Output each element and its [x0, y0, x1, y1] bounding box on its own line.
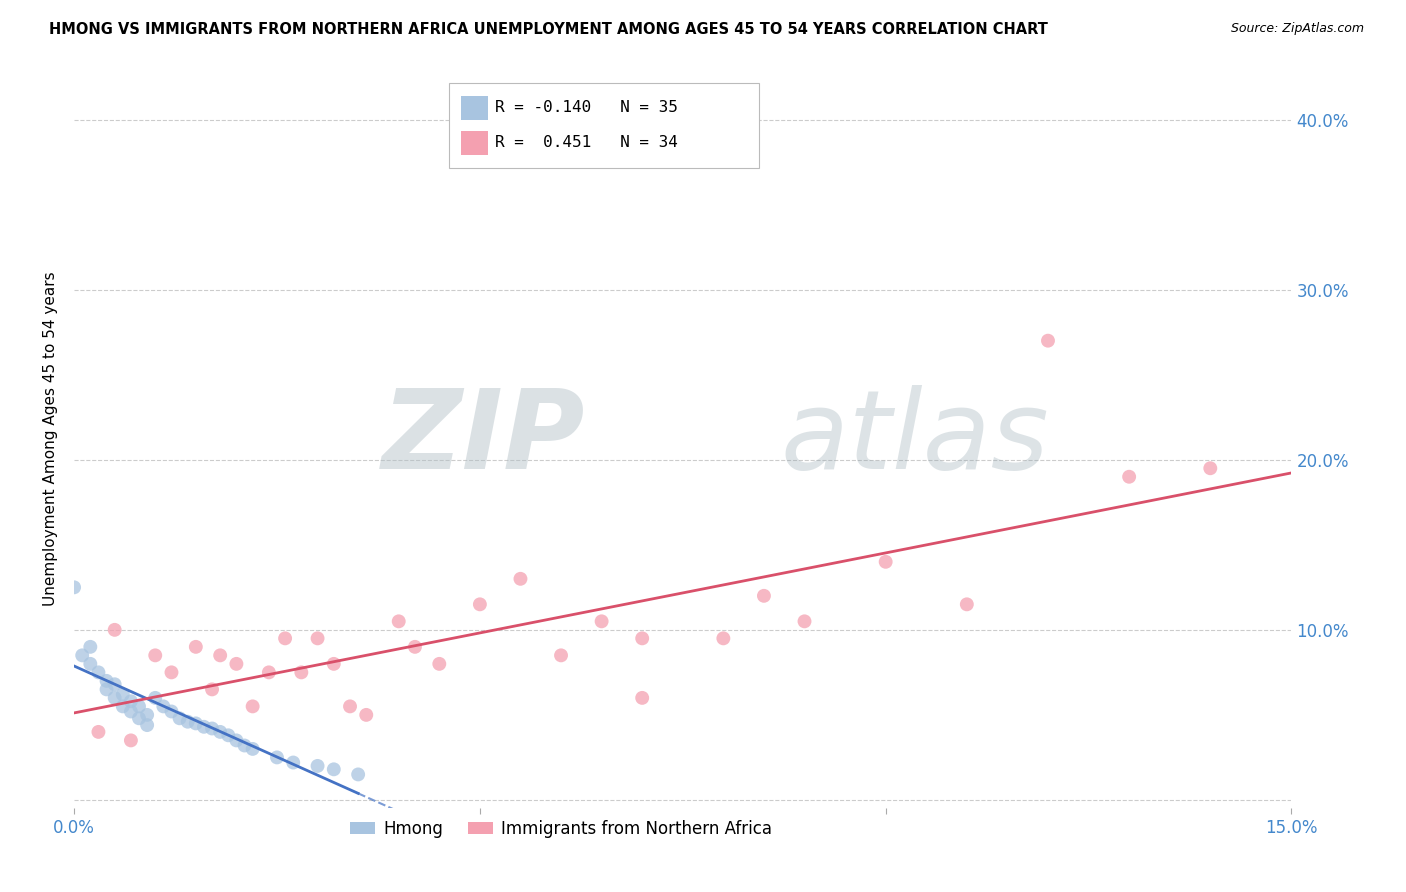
- Point: [242, 742, 264, 756]
- Point: [388, 615, 411, 629]
- FancyBboxPatch shape: [449, 83, 759, 169]
- Text: R = -0.140   N = 35: R = -0.140 N = 35: [495, 100, 678, 115]
- Point: [152, 699, 174, 714]
- Point: [136, 707, 159, 722]
- Point: [120, 705, 142, 719]
- Point: [169, 711, 191, 725]
- Point: [752, 589, 775, 603]
- Legend: Hmong, Immigrants from Northern Africa: Hmong, Immigrants from Northern Africa: [343, 814, 779, 845]
- Point: [283, 756, 305, 770]
- Point: [217, 728, 239, 742]
- Point: [307, 632, 329, 646]
- Point: [87, 665, 110, 680]
- Point: [347, 767, 370, 781]
- Point: [711, 632, 734, 646]
- Text: Source: ZipAtlas.com: Source: ZipAtlas.com: [1230, 22, 1364, 36]
- Point: [104, 690, 127, 705]
- Point: [70, 648, 93, 663]
- Point: [631, 690, 654, 705]
- Point: [201, 682, 224, 697]
- Point: [354, 707, 377, 722]
- Point: [120, 694, 142, 708]
- Point: [404, 640, 426, 654]
- Point: [509, 572, 531, 586]
- Point: [266, 750, 288, 764]
- Point: [193, 720, 215, 734]
- Point: [79, 640, 101, 654]
- Point: [104, 677, 127, 691]
- Point: [201, 722, 224, 736]
- Point: [184, 640, 207, 654]
- FancyBboxPatch shape: [461, 130, 488, 155]
- Text: R =  0.451   N = 34: R = 0.451 N = 34: [495, 135, 678, 150]
- Point: [550, 648, 572, 663]
- Point: [322, 762, 344, 776]
- Point: [233, 739, 256, 753]
- Point: [339, 699, 361, 714]
- Point: [242, 699, 264, 714]
- Point: [63, 580, 86, 594]
- Point: [290, 665, 312, 680]
- Point: [160, 705, 183, 719]
- Text: atlas: atlas: [780, 385, 1049, 492]
- Point: [128, 711, 150, 725]
- Point: [225, 733, 247, 747]
- Point: [209, 648, 232, 663]
- Point: [104, 623, 127, 637]
- Point: [143, 690, 166, 705]
- Point: [111, 688, 134, 702]
- Point: [177, 714, 200, 729]
- Y-axis label: Unemployment Among Ages 45 to 54 years: Unemployment Among Ages 45 to 54 years: [44, 271, 58, 606]
- Point: [322, 657, 344, 671]
- Point: [1036, 334, 1059, 348]
- Point: [96, 682, 118, 697]
- Point: [120, 733, 142, 747]
- Point: [1199, 461, 1222, 475]
- Point: [875, 555, 897, 569]
- Point: [956, 597, 979, 611]
- Point: [184, 716, 207, 731]
- Point: [128, 699, 150, 714]
- Point: [468, 597, 491, 611]
- Point: [274, 632, 297, 646]
- Point: [111, 699, 134, 714]
- Point: [257, 665, 280, 680]
- Point: [307, 759, 329, 773]
- Point: [591, 615, 613, 629]
- Point: [143, 648, 166, 663]
- Point: [793, 615, 815, 629]
- FancyBboxPatch shape: [461, 96, 488, 120]
- Point: [631, 632, 654, 646]
- Point: [160, 665, 183, 680]
- Text: ZIP: ZIP: [382, 385, 585, 492]
- Point: [427, 657, 450, 671]
- Point: [1118, 469, 1140, 483]
- Text: HMONG VS IMMIGRANTS FROM NORTHERN AFRICA UNEMPLOYMENT AMONG AGES 45 TO 54 YEARS : HMONG VS IMMIGRANTS FROM NORTHERN AFRICA…: [49, 22, 1047, 37]
- Point: [136, 718, 159, 732]
- Point: [96, 673, 118, 688]
- Point: [79, 657, 101, 671]
- Point: [225, 657, 247, 671]
- Point: [209, 725, 232, 739]
- Point: [87, 725, 110, 739]
